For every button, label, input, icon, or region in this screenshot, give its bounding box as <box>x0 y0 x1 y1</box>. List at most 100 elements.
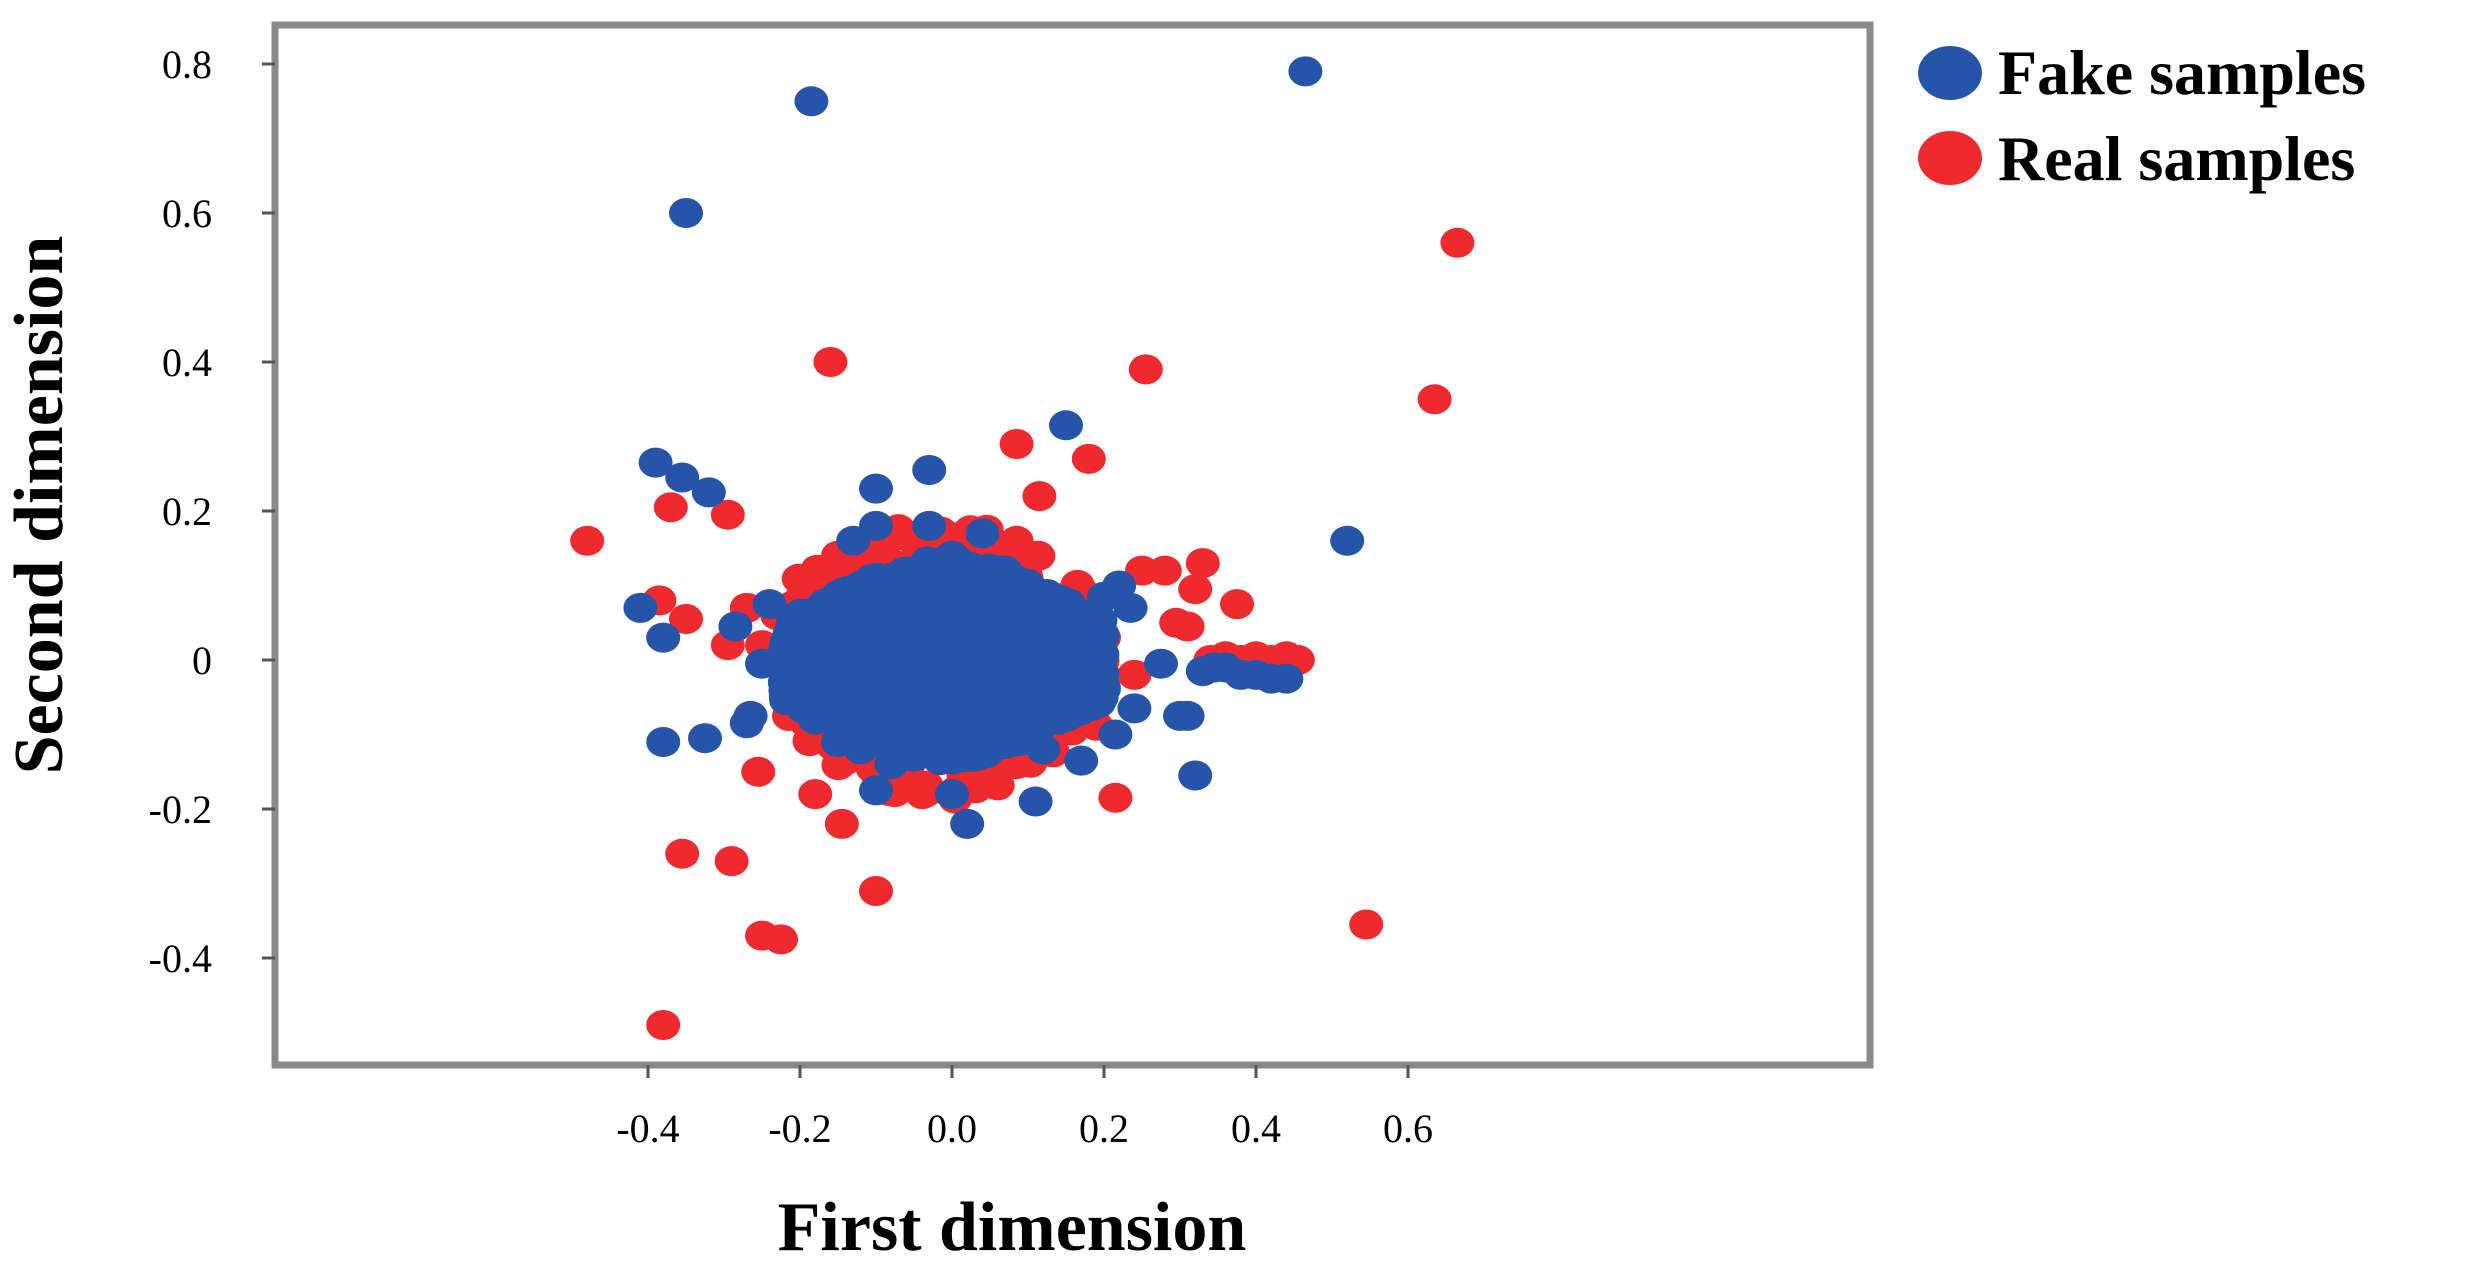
fake-sample-point <box>669 198 703 228</box>
x-tick-label: 0.4 <box>1231 1106 1281 1151</box>
fake-sample-point <box>790 659 825 690</box>
fake-sample-point <box>995 578 1030 608</box>
plot-area <box>271 21 1874 1069</box>
legend-item-real: Real samples <box>1918 123 2355 194</box>
real-sample-point <box>813 347 848 377</box>
fake-sample-point <box>872 726 907 757</box>
legend-item-fake: Fake samples <box>1918 37 2366 108</box>
y-tick-label: -0.2 <box>149 787 212 832</box>
fake-sample-point <box>688 723 722 754</box>
real-sample-point <box>1349 909 1384 940</box>
fake-sample-point <box>718 611 753 642</box>
x-tick-label: -0.2 <box>768 1106 831 1151</box>
fake-sample-point <box>902 582 937 613</box>
real-sample-point <box>1098 782 1133 813</box>
fake-sample-point <box>813 689 848 720</box>
fake-sample-point <box>665 462 700 493</box>
real-sample-point <box>1440 227 1475 258</box>
real-sample-point <box>999 525 1034 556</box>
real-sample-point <box>1128 354 1163 385</box>
real-sample-point <box>646 1010 681 1040</box>
fake-sample-point <box>881 630 916 661</box>
fake-sample-point <box>912 455 947 485</box>
fake-sample-point <box>1064 745 1099 776</box>
y-tick-label: 0.4 <box>162 340 212 385</box>
fake-sample-point <box>1098 719 1133 750</box>
fake-sample-point <box>980 727 1015 757</box>
y-tick-label: 0 <box>192 638 212 683</box>
x-tick-label: 0.2 <box>1079 1106 1129 1151</box>
real-sample-point <box>1417 384 1452 415</box>
fake-sample-point <box>1288 56 1323 87</box>
fake-sample-point <box>829 656 864 687</box>
fake-sample-point <box>843 570 878 601</box>
fake-sample-point <box>729 708 764 739</box>
real-sample-point <box>1185 548 1220 579</box>
fake-sample-point <box>794 86 829 117</box>
fake-sample-point <box>924 686 959 717</box>
real-sample-point <box>710 499 745 530</box>
fake-sample-point <box>950 734 985 765</box>
fake-sample-point <box>950 808 985 839</box>
fake-sample-point <box>903 663 938 694</box>
fake-sample-point <box>1011 719 1045 750</box>
fake-sample-point <box>984 650 1019 681</box>
fake-sample-point <box>1018 786 1053 817</box>
fake-sample-point <box>745 648 779 679</box>
real-sample-point <box>1022 481 1057 512</box>
y-tick-label: 0.8 <box>162 42 212 87</box>
fake-sample-point <box>1087 581 1121 612</box>
real-sample-point <box>1147 555 1182 586</box>
y-tick-label: -0.4 <box>149 936 212 981</box>
fake-sample-point <box>874 563 909 593</box>
real-sample-point <box>909 777 944 808</box>
fake-sample-point <box>691 477 726 508</box>
y-tick-label: 0.2 <box>162 489 212 534</box>
legend-label-fake: Fake samples <box>1998 37 2366 108</box>
fake-sample-point <box>1064 689 1099 720</box>
fake-sample-point <box>843 734 878 765</box>
x-tick-label: -0.4 <box>616 1106 679 1151</box>
fake-sample-point <box>935 540 969 571</box>
fake-sample-point <box>965 518 1000 549</box>
fake-sample-point <box>1117 693 1152 724</box>
real-sample-point <box>570 525 605 556</box>
fake-sample-point <box>1079 667 1114 698</box>
fake-sample-point <box>957 563 992 593</box>
fake-sample-point <box>904 555 939 586</box>
fake-sample-point <box>1269 663 1304 694</box>
fake-sample-point <box>1049 410 1083 441</box>
real-sample-point <box>764 924 798 955</box>
real-sample-point <box>714 846 749 877</box>
x-tick-label: 0.6 <box>1383 1106 1433 1151</box>
real-sample-point <box>1159 607 1194 638</box>
real-sample-point <box>741 756 776 787</box>
fake-sample-point <box>1071 630 1106 661</box>
fake-sample-point <box>752 589 787 620</box>
y-axis-title: Second dimension <box>1 236 78 775</box>
x-axis: -0.4 -0.2 0.0 0.2 0.4 0.6 <box>616 1065 1433 1151</box>
fake-sample-point <box>964 612 999 643</box>
fake-sample-point <box>1026 600 1061 631</box>
fake-sample-point <box>912 510 947 541</box>
fake-sample-point <box>1178 760 1213 791</box>
y-axis: -0.4 -0.2 0 0.2 0.4 0.6 0.8 <box>149 42 275 981</box>
real-sample-point <box>1071 443 1106 474</box>
fake-sample-point <box>1330 525 1365 556</box>
real-sample-point <box>653 492 688 523</box>
legend-label-real: Real samples <box>1998 123 2355 194</box>
legend: Fake samples Real samples <box>1918 37 2366 194</box>
x-tick-label: 0.0 <box>927 1106 977 1151</box>
fake-sample-point <box>1041 637 1076 668</box>
fake-sample-point <box>638 447 673 478</box>
fake-sample-point <box>935 779 969 810</box>
fake-sample-point <box>1197 652 1232 683</box>
fake-sample-point <box>1113 592 1148 623</box>
real-sample-point <box>824 808 859 839</box>
x-axis-title: First dimension <box>778 1189 1247 1266</box>
real-sample-point <box>1220 589 1254 620</box>
real-sample-point <box>669 604 703 634</box>
fake-sample-point <box>897 741 931 772</box>
real-sample-point <box>798 779 833 810</box>
